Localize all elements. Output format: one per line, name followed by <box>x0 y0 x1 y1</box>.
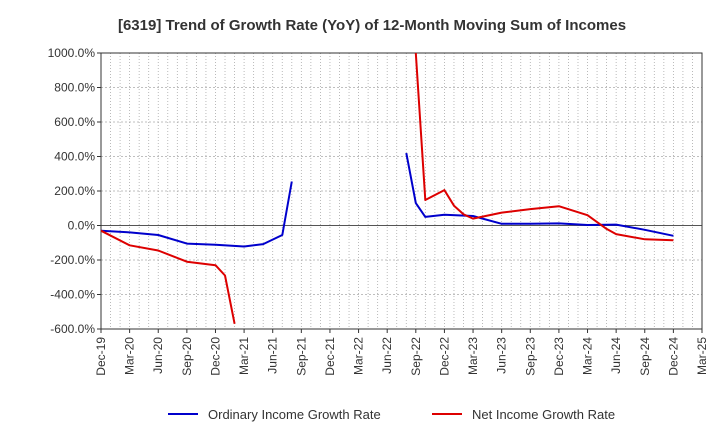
series-layer <box>101 53 674 324</box>
series-line-1 <box>101 152 674 248</box>
legend-label: Net Income Growth Rate <box>472 407 615 422</box>
x-tick-label: Mar-24 <box>581 337 595 375</box>
x-tick-label: Mar-21 <box>237 337 251 375</box>
chart-title: [6319] Trend of Growth Rate (YoY) of 12-… <box>118 17 626 34</box>
y-tick-label: -400.0% <box>50 288 95 302</box>
y-tick-label: 0.0% <box>68 219 96 233</box>
series-line-2 <box>101 53 674 324</box>
x-tick-label: Jun-22 <box>380 337 394 374</box>
x-tick-label: Mar-23 <box>466 337 480 375</box>
x-tick-label: Dec-22 <box>437 337 451 376</box>
axis-layer: 1000.0% 800.0% 600.0% 400.0% 200.0% 0.0% -200.… <box>48 46 709 376</box>
legend: Ordinary Income Growth Rate Net Income Gr… <box>168 407 615 422</box>
x-tick-label: Dec-23 <box>552 337 566 376</box>
x-tick-label: Sep-24 <box>638 337 652 376</box>
x-tick-label: Jun-23 <box>495 337 509 374</box>
legend-label: Ordinary Income Growth Rate <box>208 407 381 422</box>
y-tick-label: 800.0% <box>54 81 95 95</box>
x-tick-label: Sep-20 <box>180 337 194 376</box>
x-tick-label: Sep-22 <box>409 337 423 376</box>
y-tick-label: 400.0% <box>54 150 95 164</box>
x-tick-label: Mar-20 <box>123 337 137 375</box>
x-tick-label: Dec-19 <box>94 337 108 376</box>
y-tick-label: 600.0% <box>54 115 95 129</box>
x-tick-label: Sep-21 <box>294 337 308 376</box>
y-tick-label: -200.0% <box>50 253 95 267</box>
x-tick-label: Jun-24 <box>609 337 623 374</box>
x-tick-label: Dec-24 <box>666 337 680 376</box>
x-tick-label: Dec-20 <box>208 337 222 376</box>
y-tick-label: -600.0% <box>50 322 95 336</box>
x-tick-label: Mar-22 <box>352 337 366 375</box>
y-tick-label: 200.0% <box>54 184 95 198</box>
x-tick-label: Mar-25 <box>695 337 709 375</box>
x-tick-label: Dec-21 <box>323 337 337 376</box>
y-tick-label: 1000.0% <box>48 46 96 60</box>
grid-layer <box>101 52 702 330</box>
x-tick-label: Sep-23 <box>523 337 537 376</box>
x-tick-label: Jun-21 <box>266 337 280 374</box>
x-tick-label: Jun-20 <box>151 337 165 374</box>
